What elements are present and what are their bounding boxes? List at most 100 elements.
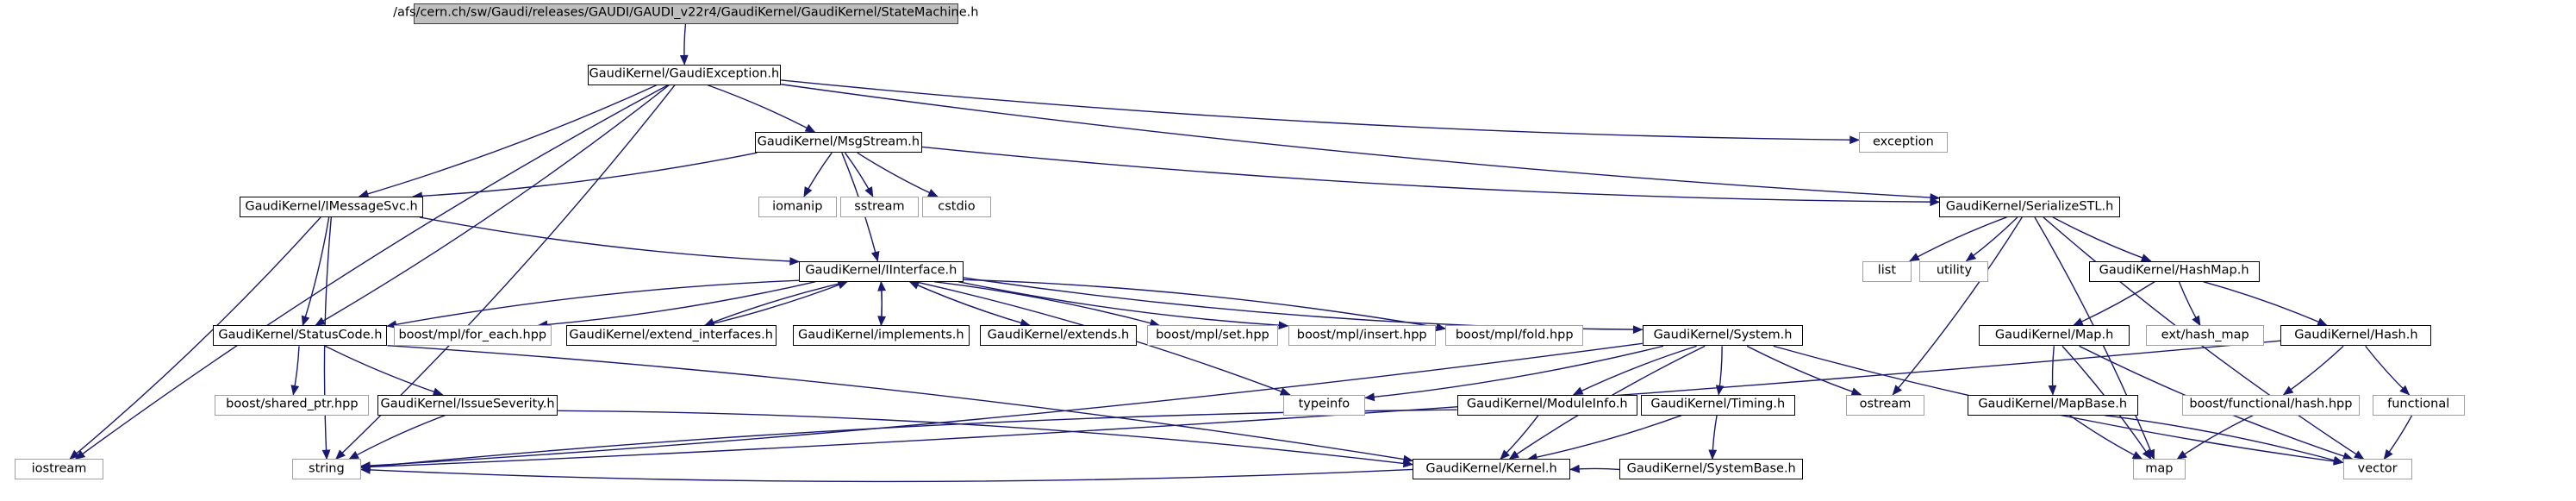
graph-node-label: functional [2387, 397, 2450, 411]
graph-node-label: sstream [854, 199, 905, 214]
graph-edge-moduleinfo-to-kernel_h [1500, 415, 1539, 460]
graph-node-label: GaudiKernel/IMessageSvc.h [245, 199, 418, 214]
graph-node-label: GaudiKernel/MsgStream.h [757, 135, 920, 149]
graph-edge-iinterface-to-mpl_foreach [537, 280, 816, 329]
graph-edge-gaudiexception-to-iostream [74, 85, 669, 460]
graph-node-sstream[interactable]: sstream [839, 196, 920, 217]
graph-edge-iinterface-to-mpl_insert [957, 280, 1289, 330]
graph-node-ostream[interactable]: ostream [1845, 394, 1925, 416]
graph-edge-extend_interfaces-to-iinterface [704, 280, 849, 327]
graph-edge-system-to-moduleinfo [1572, 345, 1697, 396]
graph-node-vector[interactable]: vector [2342, 459, 2412, 480]
graph-node-cstdio[interactable]: cstdio [921, 196, 991, 217]
graph-node-map_h[interactable]: GaudiKernel/Map.h [1979, 325, 2130, 347]
graph-node-mpl_fold[interactable]: boost/mpl/fold.hpp [1445, 325, 1584, 347]
graph-node-iostream[interactable]: iostream [15, 459, 103, 480]
graph-node-boost_shared_ptr[interactable]: boost/shared_ptr.hpp [215, 394, 370, 416]
graph-node-hashmap[interactable]: GaudiKernel/HashMap.h [2088, 260, 2260, 282]
graph-node-label: iomanip [772, 199, 823, 214]
graph-node-boost_func_hash[interactable]: boost/functional/hash.hpp [2182, 394, 2360, 416]
graph-node-label: GaudiKernel/ModuleInfo.h [1466, 397, 1628, 411]
graph-node-utility[interactable]: utility [1919, 260, 1989, 282]
graph-node-label: vector [2357, 461, 2398, 476]
graph-node-label: boost/shared_ptr.hpp [226, 397, 359, 411]
graph-node-label: typeinfo [1298, 397, 1350, 411]
graph-node-systembase[interactable]: GaudiKernel/SystemBase.h [1619, 459, 1804, 480]
graph-node-map[interactable]: map [2132, 459, 2186, 480]
graph-node-label: GaudiKernel/extends.h [987, 328, 1130, 342]
graph-node-gaudiexception[interactable]: GaudiKernel/GaudiException.h [587, 64, 782, 85]
graph-edge-system-to-ostream [1746, 345, 1862, 396]
graph-node-kernel_h[interactable]: GaudiKernel/Kernel.h [1413, 459, 1570, 480]
graph-node-extends[interactable]: GaudiKernel/extends.h [979, 325, 1138, 347]
graph-node-label: GaudiKernel/HashMap.h [2099, 263, 2249, 278]
graph-node-label: GaudiKernel/IssueSeverity.h [380, 397, 555, 411]
graph-node-label: list [1877, 263, 1897, 278]
graph-edge-imessagesvc-to-statuscode [301, 216, 330, 327]
graph-node-label: GaudiKernel/StatusCode.h [218, 328, 383, 342]
graph-edge-serializestl-to-ostream [1892, 216, 2023, 396]
graph-node-system[interactable]: GaudiKernel/System.h [1642, 325, 1804, 347]
graph-node-label: GaudiKernel/Map.h [1994, 328, 2114, 342]
graph-edge-iinterface-to-system [963, 277, 1644, 335]
graph-node-serializestl[interactable]: GaudiKernel/SerializeSTL.h [1939, 196, 2120, 217]
graph-edge-imessagesvc-to-iinterface [419, 216, 801, 266]
graph-node-label: GaudiKernel/Hash.h [2294, 328, 2418, 342]
graph-edge-hash_h-to-functional [2365, 345, 2411, 396]
graph-node-timing[interactable]: GaudiKernel/Timing.h [1640, 394, 1795, 416]
graph-edge-msgstream-to-sstream [844, 152, 874, 197]
graph-node-functional[interactable]: functional [2372, 394, 2465, 416]
graph-node-root[interactable]: /afs/cern.ch/sw/Gaudi/releases/GAUDI/GAU… [393, 3, 978, 24]
graph-node-label: cstdio [938, 199, 976, 214]
graph-edge-system-to-typeinfo [1364, 345, 1664, 402]
graph-node-implements[interactable]: GaudiKernel/implements.h [792, 325, 970, 347]
graph-node-issueseverity[interactable]: GaudiKernel/IssueSeverity.h [377, 394, 558, 416]
graph-node-imessagesvc[interactable]: GaudiKernel/IMessageSvc.h [239, 196, 424, 217]
graph-node-extend_interfaces[interactable]: GaudiKernel/extend_interfaces.h [565, 325, 777, 347]
graph-node-msgstream[interactable]: GaudiKernel/MsgStream.h [754, 132, 922, 153]
graph-edge-iinterface-to-mpl_fold [963, 279, 1447, 332]
graph-node-moduleinfo[interactable]: GaudiKernel/ModuleInfo.h [1456, 394, 1637, 416]
graph-edge-root-to-gaudiexception [679, 23, 689, 66]
graph-edge-gaudiexception-to-imessagesvc [358, 85, 658, 198]
graph-node-mpl_set[interactable]: boost/mpl/set.hpp [1146, 325, 1279, 347]
graph-edge-systembase-to-kernel_h [1569, 464, 1620, 473]
graph-node-iomanip[interactable]: iomanip [758, 196, 837, 217]
graph-edge-functional-to-vector [2383, 415, 2413, 460]
graph-edge-statuscode-to-issueseverity [325, 345, 444, 396]
graph-node-string[interactable]: string [291, 459, 361, 480]
graph-node-exception[interactable]: exception [1859, 132, 1948, 153]
graph-edge-extends-to-iinterface [908, 281, 1031, 327]
graph-node-mapbase[interactable]: GaudiKernel/MapBase.h [1967, 394, 2138, 416]
graph-edge-boost_func_hash-to-map [2176, 415, 2254, 460]
graph-edge-hashmap-to-map_h [2073, 281, 2155, 327]
graph-edge-statuscode-to-boost_shared_ptr [290, 346, 300, 396]
graph-node-label: ostream [1859, 397, 1912, 411]
graph-node-label: GaudiKernel/GaudiException.h [589, 66, 780, 81]
graph-edge-hash_h-to-boost_func_hash [2282, 345, 2344, 396]
graph-node-hash_h[interactable]: GaudiKernel/Hash.h [2280, 325, 2432, 347]
graph-node-mpl_insert[interactable]: boost/mpl/insert.hpp [1288, 325, 1436, 347]
graph-node-label: GaudiKernel/SerializeSTL.h [1945, 199, 2114, 214]
graph-node-label: GaudiKernel/MapBase.h [1978, 397, 2128, 411]
graph-node-list[interactable]: list [1862, 260, 1912, 282]
graph-node-typeinfo[interactable]: typeinfo [1282, 394, 1365, 416]
graph-edge-timing-to-systembase [1708, 415, 1718, 460]
graph-edge-kernel_h-to-string [359, 466, 1413, 483]
graph-edge-issueseverity-to-kernel_h [558, 410, 1414, 468]
graph-node-iinterface[interactable]: GaudiKernel/IInterface.h [799, 260, 964, 282]
graph-edge-hashmap-to-hash_h [2203, 280, 2328, 327]
graph-edge-msgstream-to-cstdio [857, 152, 939, 197]
graph-edge-msgstream-to-imessagesvc [412, 152, 758, 201]
graph-edge-msgstream-to-iomanip [803, 152, 833, 197]
graph-node-mpl_foreach[interactable]: boost/mpl/for_each.hpp [393, 325, 552, 347]
graph-edge-moduleinfo-to-string [359, 409, 1457, 472]
graph-node-label: boost/mpl/insert.hpp [1296, 328, 1427, 342]
graph-node-statuscode[interactable]: GaudiKernel/StatusCode.h [213, 325, 388, 347]
graph-edge-system-to-timing [1715, 346, 1725, 396]
graph-node-label: /afs/cern.ch/sw/Gaudi/releases/GAUDI/GAU… [393, 5, 979, 20]
graph-node-label: boost/mpl/for_each.hpp [398, 328, 547, 342]
graph-edge-gaudiexception-to-exception [781, 79, 1861, 145]
graph-node-ext_hash_map[interactable]: ext/hash_map [2146, 325, 2265, 347]
